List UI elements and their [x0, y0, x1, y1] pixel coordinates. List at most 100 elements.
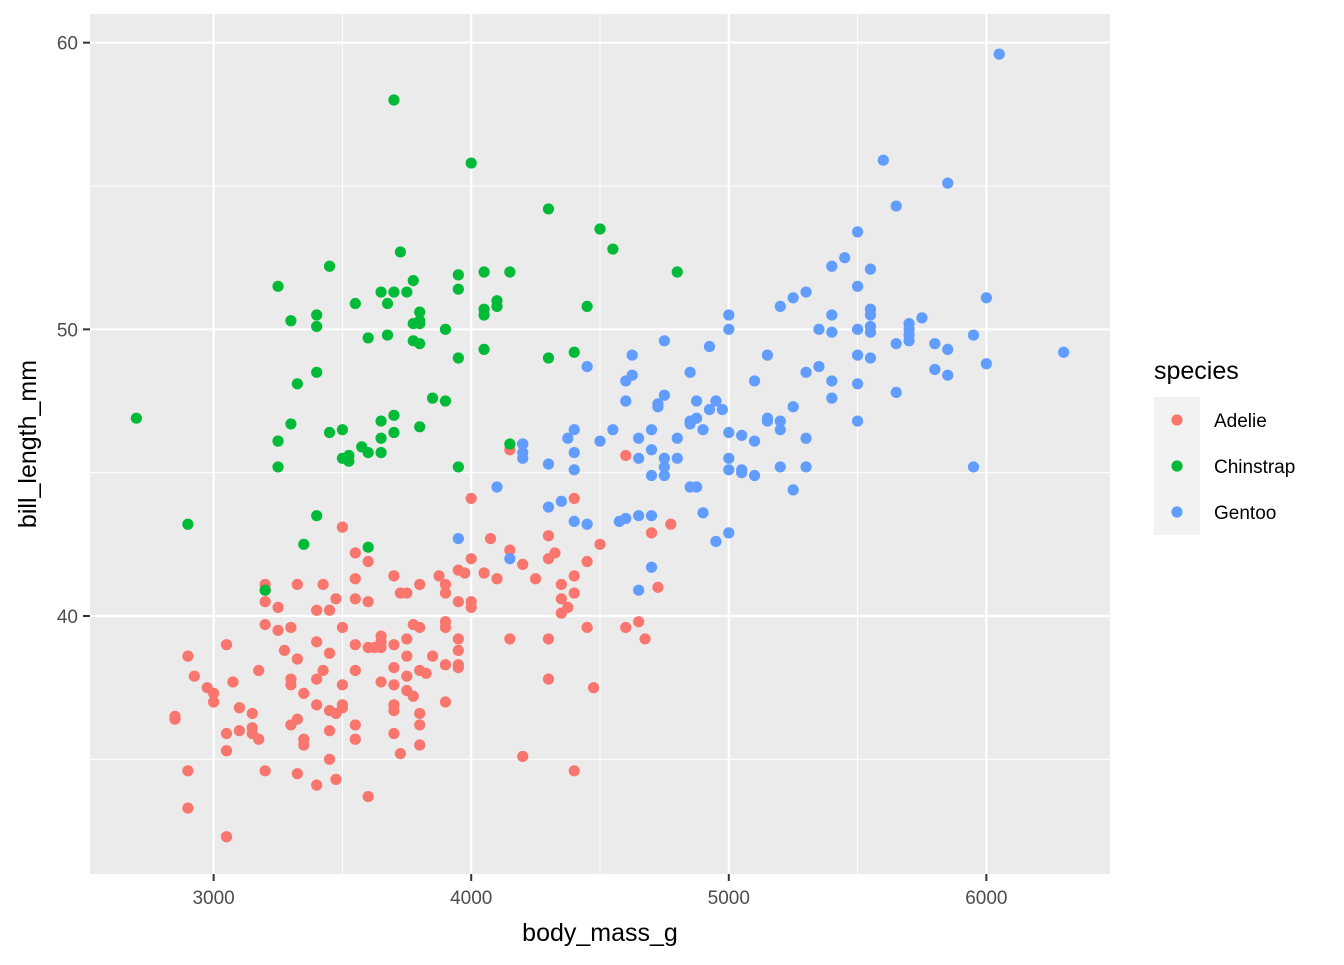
data-point — [813, 323, 825, 335]
data-point — [414, 707, 426, 720]
data-point — [542, 673, 555, 685]
data-point — [890, 386, 902, 398]
data-point — [684, 366, 696, 378]
y-tick-label: 50 — [57, 320, 78, 341]
data-point — [465, 492, 477, 505]
data-point — [542, 530, 555, 542]
data-point — [568, 587, 580, 599]
data-point — [272, 280, 284, 292]
data-point — [388, 409, 400, 421]
data-point — [723, 464, 735, 476]
data-point — [864, 352, 877, 364]
data-point — [394, 748, 406, 760]
data-point — [504, 438, 516, 450]
data-point — [864, 263, 877, 275]
data-point — [633, 432, 645, 444]
data-point — [323, 260, 336, 272]
x-tick-label: 4000 — [450, 888, 492, 909]
data-point — [298, 739, 310, 751]
data-point — [787, 401, 799, 413]
data-point — [626, 349, 638, 361]
data-point — [439, 395, 452, 407]
data-point — [671, 266, 683, 278]
data-point — [291, 578, 303, 591]
data-point — [291, 768, 303, 780]
data-point — [253, 664, 265, 677]
data-point — [517, 452, 529, 464]
x-tick-label: 5000 — [708, 888, 750, 909]
data-point — [620, 512, 632, 525]
data-point — [851, 323, 864, 335]
data-point — [311, 604, 323, 616]
data-point — [375, 636, 387, 648]
series-gentoo — [452, 48, 1070, 596]
data-point — [311, 636, 323, 648]
x-tick-label: 3000 — [192, 888, 234, 909]
data-point — [452, 461, 464, 473]
data-point — [980, 358, 992, 370]
data-point — [568, 447, 580, 459]
data-point — [851, 415, 864, 427]
data-point — [594, 435, 606, 447]
data-point — [182, 518, 194, 530]
data-point — [285, 418, 297, 430]
data-point — [459, 567, 471, 579]
data-point — [414, 578, 426, 591]
data-point — [568, 464, 580, 476]
data-point — [542, 633, 555, 645]
data-point — [942, 343, 954, 355]
legend-item-adelie: Adelie — [1154, 397, 1267, 443]
data-point — [581, 300, 593, 312]
data-point — [645, 527, 658, 539]
data-point — [259, 765, 271, 777]
legend-key-swatch — [1171, 414, 1183, 426]
data-point — [851, 226, 864, 238]
data-point — [272, 461, 284, 473]
data-point — [826, 392, 838, 404]
x-axis-title: body_mass_g — [522, 919, 678, 947]
data-point — [407, 275, 419, 287]
data-point — [414, 306, 426, 318]
data-point — [690, 412, 703, 424]
data-point — [362, 332, 374, 344]
data-point — [349, 719, 361, 731]
data-point — [452, 662, 464, 674]
data-point — [645, 561, 658, 573]
data-point — [420, 667, 432, 679]
data-point — [491, 300, 503, 312]
data-point — [388, 639, 400, 651]
data-point — [581, 621, 593, 634]
major-gridlines — [90, 14, 1110, 874]
data-point — [220, 639, 233, 651]
data-point — [375, 286, 387, 298]
data-point — [349, 639, 361, 651]
data-point — [851, 378, 864, 390]
data-point — [233, 702, 245, 714]
data-point — [491, 573, 503, 585]
data-point — [639, 633, 651, 645]
data-point — [349, 593, 361, 605]
data-point — [703, 340, 716, 353]
data-point — [504, 633, 516, 645]
data-point — [633, 510, 645, 522]
data-point — [182, 802, 194, 814]
data-point — [465, 553, 477, 565]
data-point — [633, 452, 645, 464]
data-point — [285, 621, 297, 634]
data-point — [607, 424, 619, 436]
data-point — [671, 432, 683, 444]
data-point — [658, 335, 670, 347]
data-point — [362, 791, 374, 803]
data-point — [716, 404, 728, 416]
data-point — [839, 252, 851, 264]
data-point — [452, 352, 464, 364]
data-point — [633, 584, 645, 596]
data-point — [439, 587, 452, 599]
data-point — [336, 521, 349, 533]
data-point — [323, 604, 336, 616]
data-point — [697, 424, 709, 436]
data-point — [736, 467, 748, 479]
data-point — [233, 725, 245, 737]
data-point — [311, 309, 323, 321]
